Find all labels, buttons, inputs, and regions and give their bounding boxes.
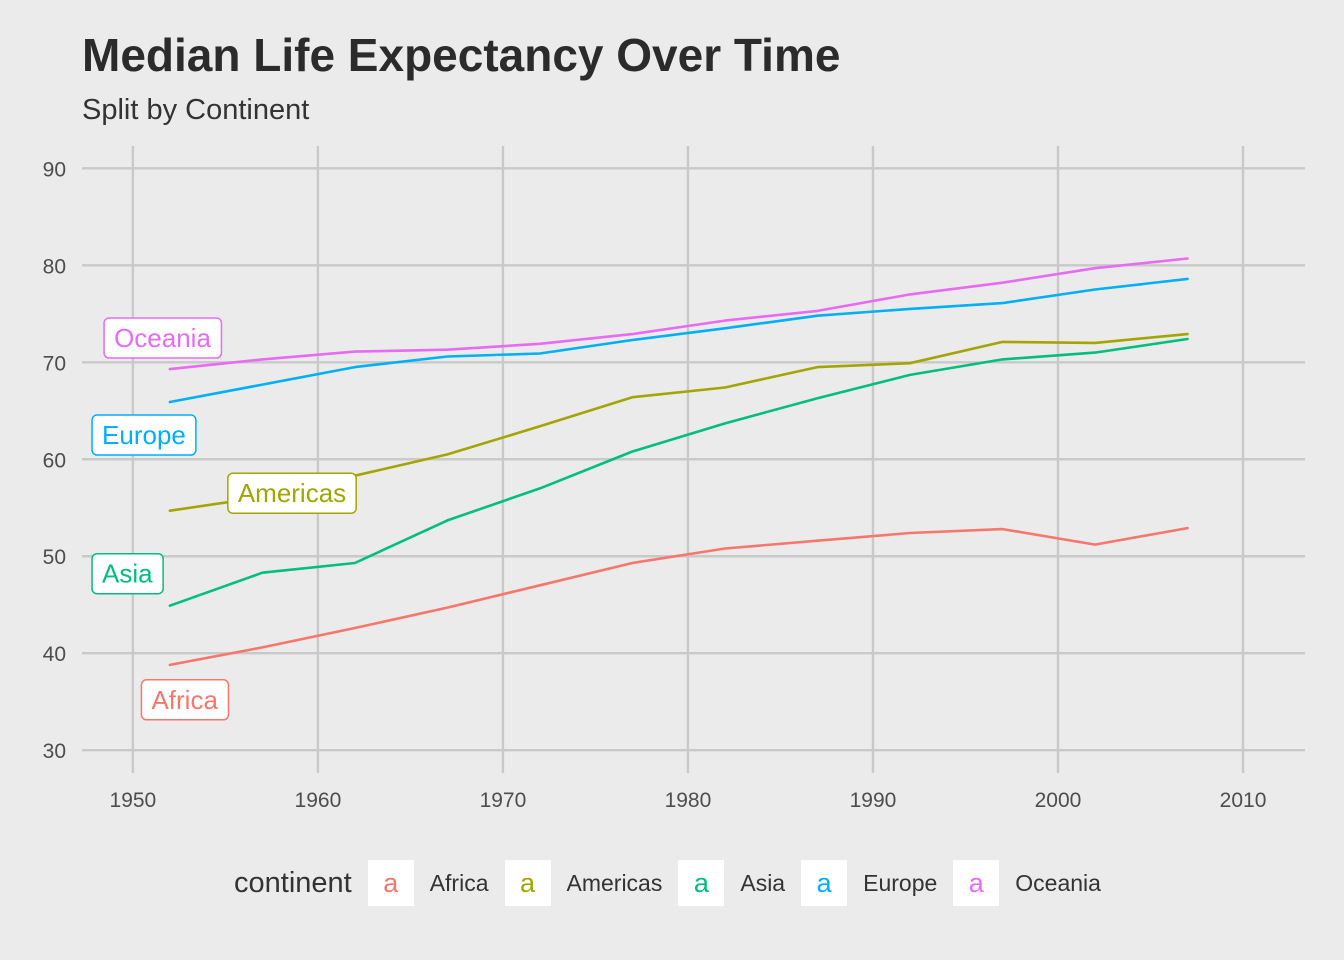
direct-label-box-africa <box>140 679 230 721</box>
x-tick-label-1980: 1980 <box>665 789 712 812</box>
legend-label-europe: Europe <box>863 869 938 896</box>
direct-label-box-americas <box>227 472 357 514</box>
direct-label-box-oceania <box>103 317 223 359</box>
x-tick-label-2000: 2000 <box>1035 789 1082 812</box>
legend-items: a Africa a Americas a Asia a Europe a Oceania <box>367 860 1117 906</box>
y-axis-ticks: 30 40 50 60 70 80 90 <box>43 158 66 763</box>
legend-key-oceania: a <box>953 860 1000 906</box>
chart-subtitle: Split by Continent <box>82 94 310 126</box>
legend-label-oceania: Oceania <box>1015 869 1101 896</box>
legend-item-asia: a Asia <box>678 860 785 906</box>
x-axis-ticks: 1950 1960 1970 1980 1990 2000 2010 <box>110 789 1267 812</box>
direct-label-europe: Europe <box>91 414 197 456</box>
x-tick-label-1990: 1990 <box>850 789 897 812</box>
direct-label-text-europe: Europe <box>102 420 186 450</box>
series-line-europe <box>168 277 1189 404</box>
legend-item-oceania: a Oceania <box>953 860 1101 906</box>
direct-label-americas: Americas <box>227 472 357 514</box>
series-line-africa <box>168 526 1189 667</box>
series-lines <box>168 257 1189 667</box>
direct-labels: Africa Americas Asia Europe Oceania <box>91 317 357 721</box>
direct-label-oceania: Oceania <box>103 317 223 359</box>
x-tick-label-1950: 1950 <box>110 789 157 812</box>
legend-item-africa: a Africa <box>367 860 489 906</box>
x-tick-label-1970: 1970 <box>480 789 527 812</box>
series-line-asia <box>168 337 1189 608</box>
direct-label-africa: Africa <box>140 679 230 721</box>
x-tick-label-2010: 2010 <box>1220 789 1267 812</box>
y-tick-label-40: 40 <box>43 643 66 666</box>
legend-label-asia: Asia <box>740 869 786 896</box>
legend-key-africa: a <box>367 860 414 906</box>
legend: continent a Africa a Americas a Asia a Europe a O… <box>234 858 1117 908</box>
legend-key-asia: a <box>678 860 725 906</box>
direct-label-text-americas: Americas <box>238 478 346 508</box>
y-tick-label-70: 70 <box>43 352 66 375</box>
y-tick-label-80: 80 <box>43 255 66 278</box>
legend-item-americas: a Americas <box>504 860 663 906</box>
y-tick-label-90: 90 <box>43 158 66 181</box>
direct-label-text-asia: Asia <box>102 559 153 589</box>
chart-title: Median Life Expectancy Over Time <box>82 29 841 81</box>
grid-lines <box>82 146 1305 773</box>
legend-title: continent <box>234 866 352 899</box>
series-line-oceania <box>168 257 1189 371</box>
y-tick-label-30: 30 <box>43 740 66 763</box>
legend-item-europe: a Europe <box>801 860 937 906</box>
legend-key-americas: a <box>504 860 551 906</box>
legend-key-europe: a <box>801 860 848 906</box>
direct-label-asia: Asia <box>91 552 164 595</box>
direct-label-box-asia <box>91 552 164 595</box>
direct-label-text-oceania: Oceania <box>114 323 211 353</box>
legend-label-africa: Africa <box>429 869 489 896</box>
y-tick-label-60: 60 <box>43 449 66 472</box>
x-tick-label-1960: 1960 <box>295 789 342 812</box>
legend-label-americas: Americas <box>566 869 663 896</box>
direct-label-text-africa: Africa <box>151 685 218 715</box>
y-tick-label-50: 50 <box>43 546 66 569</box>
direct-label-box-europe <box>91 414 197 456</box>
